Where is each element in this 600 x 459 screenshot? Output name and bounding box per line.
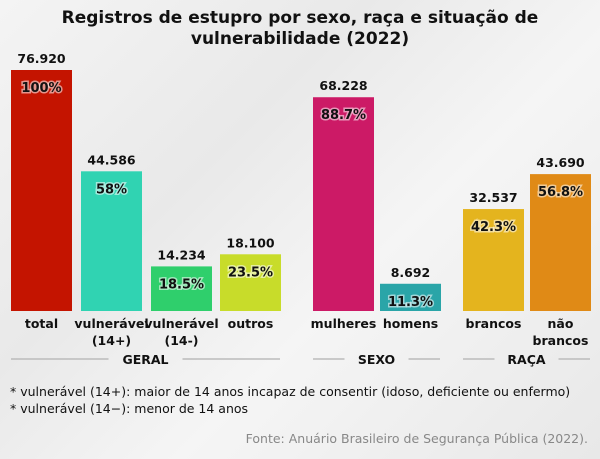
category-label: outros (228, 316, 274, 331)
group-label: RAÇA (507, 352, 545, 367)
category-label: total (25, 316, 58, 331)
footnote-1: * vulnerável (14+): maior de 14 anos inc… (10, 384, 571, 399)
category-label: (14+) (92, 333, 131, 348)
category-label: vulnerável (74, 316, 148, 331)
bar (11, 70, 72, 311)
category-label: mulheres (311, 316, 377, 331)
value-label: 32.537 (469, 190, 517, 205)
group-label: SEXO (358, 352, 395, 367)
percent-label: 56.8% (538, 185, 583, 200)
value-label: 76.920 (17, 51, 66, 66)
bar (530, 174, 591, 311)
percent-label: 42.3% (471, 220, 516, 235)
source-note: Fonte: Anuário Brasileiro de Segurança P… (245, 431, 588, 446)
percent-label: 58% (96, 182, 127, 197)
value-label: 68.228 (319, 78, 367, 93)
percent-label: 100% (21, 81, 61, 96)
value-label: 18.100 (226, 235, 275, 250)
value-label: 14.234 (157, 247, 206, 262)
category-label: vulnerável (144, 316, 218, 331)
category-label: brancos (533, 333, 589, 348)
category-label: brancos (466, 316, 522, 331)
bar (81, 171, 142, 311)
category-label: homens (383, 316, 438, 331)
percent-label: 18.5% (159, 277, 204, 292)
bar (151, 266, 212, 311)
group-label: GERAL (122, 352, 168, 367)
value-label: 44.586 (87, 152, 136, 167)
chart-title: Registros de estupro por sexo, raça e si… (61, 8, 539, 49)
bar (220, 254, 281, 311)
category-label: não (548, 316, 574, 331)
percent-label: 88.7% (321, 108, 366, 123)
bar (380, 283, 441, 311)
percent-label: 23.5% (228, 265, 273, 280)
percent-label: 11.3% (388, 295, 433, 310)
bar (463, 209, 524, 311)
bar (313, 97, 374, 311)
category-label: (14-) (164, 333, 198, 348)
bar-chart: 76.920 100% total 44.586 58% vulnerável (14+) 1… (11, 51, 591, 367)
footnote-2: * vulnerável (14−): menor de 14 anos (10, 401, 249, 416)
value-label: 43.690 (536, 155, 585, 170)
value-label: 8.692 (391, 265, 431, 280)
